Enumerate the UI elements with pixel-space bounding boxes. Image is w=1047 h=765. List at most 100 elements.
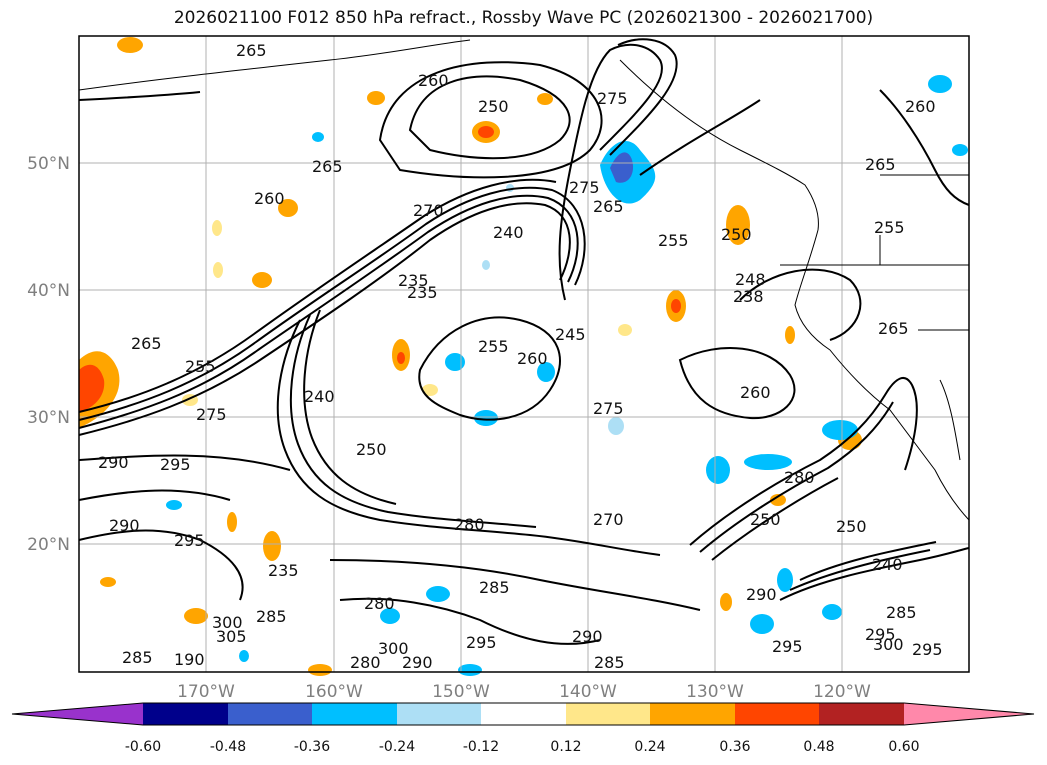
colorbar: -0.60 -0.48 -0.36 -0.24 -0.12 0.12 0.24 …: [11, 702, 1035, 755]
anomaly-shading: [79, 37, 968, 676]
contour-label: 270: [593, 510, 624, 529]
gridlines: [79, 36, 969, 672]
lon-label-130w: 130°W: [686, 682, 744, 702]
contour-label: 240: [304, 387, 335, 406]
lon-label-160w: 160°W: [305, 682, 363, 702]
contour-label: 260: [418, 71, 449, 90]
lon-label-170w: 170°W: [177, 682, 235, 702]
colorbar-segment: [228, 703, 312, 725]
contour-label: 240: [872, 555, 903, 574]
lat-label-30n: 30°N: [27, 408, 70, 428]
contour-label: 295: [160, 455, 191, 474]
contour-label: 255: [874, 218, 905, 237]
contour-label: 295: [912, 640, 943, 659]
colorbar-label: 0.60: [888, 739, 919, 755]
contour-lines: [78, 38, 970, 645]
colorbar-segment: [143, 703, 228, 725]
contour-label: 265: [131, 334, 162, 353]
contour-label: 250: [750, 510, 781, 529]
contour-label: 280: [784, 468, 815, 487]
colorbar-label: 0.36: [719, 739, 750, 755]
colorbar-label: 0.48: [803, 739, 834, 755]
colorbar-label: 0.12: [550, 739, 581, 755]
colorbar-low-extend: [12, 703, 143, 725]
contour-label: 248: [735, 270, 766, 289]
contour-label: 285: [594, 653, 625, 672]
contour-label: 190: [174, 650, 205, 669]
contour-label: 290: [98, 453, 129, 472]
colorbar-segment: [566, 703, 650, 725]
contour-label: 280: [350, 653, 381, 672]
contour-label: 255: [185, 357, 216, 376]
contour-label: 280: [364, 594, 395, 613]
contour-label: 265: [593, 197, 624, 216]
contour-label: 285: [886, 603, 917, 622]
contour-label: 290: [109, 516, 140, 535]
colorbar-segment: [819, 703, 904, 725]
contour-label: 295: [865, 625, 896, 644]
contour-label: 250: [836, 517, 867, 536]
contour-label: 280: [454, 515, 485, 534]
colorbar-segment: [397, 703, 481, 725]
contour-label: 295: [772, 637, 803, 656]
contour-label: 285: [256, 607, 287, 626]
longitude-labels: 170°W 160°W 150°W 140°W 130°W 120°W: [177, 682, 871, 702]
colorbar-segment: [312, 703, 397, 725]
contour-label: 238: [733, 287, 764, 306]
contour-label: 255: [658, 231, 689, 250]
colorbar-segment: [650, 703, 735, 725]
contour-label: 300: [378, 639, 409, 658]
map-frame: [78, 35, 970, 673]
contour-label: 265: [236, 41, 267, 60]
lat-label-40n: 40°N: [27, 281, 70, 301]
contour-label: 260: [905, 97, 936, 116]
contour-labels: 265 260 250 275 265 265 260 270 275 265 …: [98, 41, 943, 672]
contour-label: 275: [593, 399, 624, 418]
colorbar-label: -0.24: [379, 739, 415, 755]
lon-label-140w: 140°W: [559, 682, 617, 702]
contour-label: 235: [398, 271, 429, 290]
colorbar-high-extend: [904, 703, 1034, 725]
contour-label: 255: [478, 337, 509, 356]
contour-label: 295: [466, 633, 497, 652]
contour-label: 285: [122, 648, 153, 667]
contour-label: 275: [597, 89, 628, 108]
contour-label: 245: [555, 325, 586, 344]
contour-label: 265: [878, 319, 909, 338]
colorbar-label: -0.48: [210, 739, 246, 755]
contour-label: 235: [407, 283, 438, 302]
contour-label: 260: [517, 349, 548, 368]
colorbar-label: 0.24: [634, 739, 665, 755]
contour-label: 260: [740, 383, 771, 402]
contour-label: 275: [196, 405, 227, 424]
map-background: [79, 36, 969, 672]
contour-label: 240: [493, 223, 524, 242]
contour-label: 250: [356, 440, 387, 459]
colorbar-label: -0.36: [294, 739, 330, 755]
colorbar-segment: [481, 703, 566, 725]
lon-label-120w: 120°W: [813, 682, 871, 702]
colorbar-segment: [735, 703, 819, 725]
contour-label: 300: [212, 613, 243, 632]
lat-label-20n: 20°N: [27, 535, 70, 555]
contour-label: 265: [865, 155, 896, 174]
contour-label: 250: [721, 225, 752, 244]
contour-label: 250: [478, 97, 509, 116]
colorbar-label: -0.12: [463, 739, 499, 755]
contour-label: 290: [746, 585, 777, 604]
contour-label: 285: [479, 578, 510, 597]
contour-label: 270: [413, 201, 444, 220]
colorbar-outline: [11, 702, 1035, 726]
contour-label: 290: [572, 627, 603, 646]
coastline: [78, 39, 970, 521]
contour-label: 260: [254, 189, 285, 208]
contour-label: 265: [312, 157, 343, 176]
contour-label: 300: [873, 635, 904, 654]
contour-label: 235: [268, 561, 299, 580]
contour-label: 295: [174, 531, 205, 550]
lat-label-50n: 50°N: [27, 154, 70, 174]
latitude-labels: 50°N 40°N 30°N 20°N: [27, 154, 70, 555]
contour-label: 305: [216, 627, 247, 646]
map-title: 2026021100 F012 850 hPa refract., Rossby…: [173, 8, 874, 28]
